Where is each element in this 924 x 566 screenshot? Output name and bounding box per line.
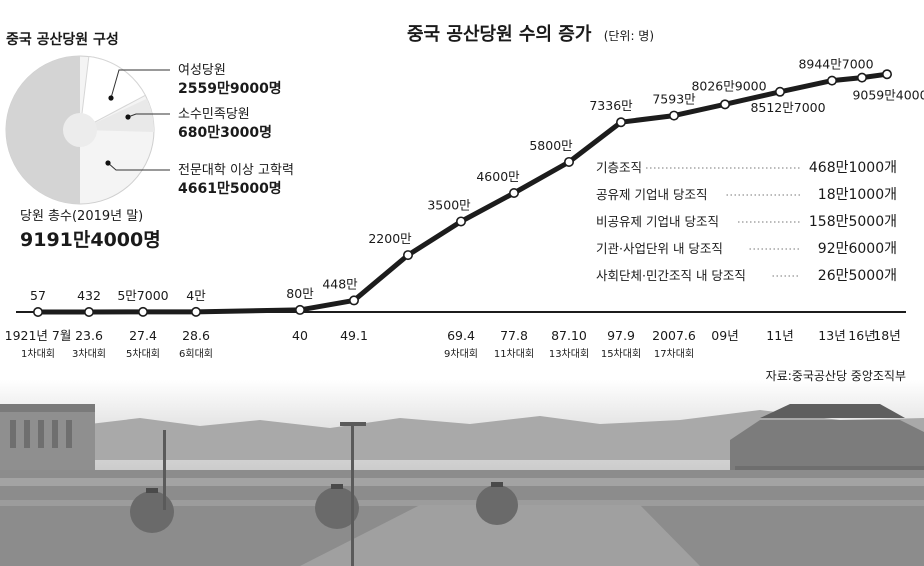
data-point [668,110,679,121]
chart-title: 중국 공산당원 수의 증가 (단위: 명) [407,24,654,45]
data-point [508,188,519,199]
data-label: 8944만7000 [798,57,873,72]
x-tick-label: 40 [292,328,308,343]
org-row-label: 기층조직 [596,160,642,175]
x-tick-label: 18년 [873,328,900,343]
segment-label-minority: 소수민족당원 [178,107,250,122]
data-label: 7336만 [589,98,633,113]
x-tick-label: 49.1 [340,328,368,343]
x-tick-sublabel: 11차대회 [494,348,534,360]
x-tick-sublabel: 17차대회 [654,348,694,360]
org-row-value: 26만5000개 [818,268,897,284]
x-tick-label: 09년 [711,328,738,343]
total-label: 당원 총수(2019년 말) [20,209,143,224]
data-label: 2200만 [368,231,412,246]
x-tick-label: 69.4 [447,328,475,343]
x-tick-label: 28.6 [182,328,210,343]
data-label: 3500만 [427,197,471,212]
x-tick-sublabel: 1차대회 [21,348,55,360]
chart-unit: (단위: 명) [604,29,654,43]
org-row-value: 92만6000개 [818,241,897,257]
chart-title-text: 중국 공산당원 수의 증가 [407,24,592,45]
data-point [563,156,574,167]
data-point [32,306,43,317]
x-tick-label: 11년 [766,328,793,343]
leader-dot-0 [108,95,114,101]
data-label: 80만 [286,286,314,301]
data-label: 4만 [186,288,206,303]
data-label: 9059만4000 [852,88,924,103]
leader-dot-2 [105,160,111,166]
org-row-value: 468만1000개 [809,160,897,176]
data-point [615,117,626,128]
x-tick-label: 77.8 [500,328,528,343]
org-row-label: 기관·사업단위 내 당조직 [596,241,723,256]
total-value: 9191만4000명 [20,229,161,251]
data-label: 7593만 [652,92,696,107]
x-tick-label: 2007.6 [652,328,696,343]
leader-line-1 [127,113,170,118]
data-point [881,69,892,80]
data-label: 5800만 [529,138,573,153]
org-row-label: 비공유제 기업내 당조직 [596,214,719,229]
segment-value-female: 2559만9000명 [178,80,282,97]
x-tick-label: 23.6 [75,328,103,343]
data-label: 432 [77,288,101,303]
x-tick-label: 27.4 [129,328,157,343]
data-label: 57 [30,288,46,303]
x-tick-label: 97.9 [607,328,635,343]
data-point [402,250,413,261]
data-label: 448만 [322,276,358,291]
x-tick-sublabel: 13차대회 [549,348,589,360]
membership-line-chart: 57 1921년 7월 1차대회 432 23.6 3차대회 5만7000 27.4 5차대회 4… [5,57,924,360]
org-row-label: 사회단체·민간조직 내 당조직 [596,268,746,283]
data-label: 5만7000 [117,288,168,303]
segment-value-educated: 4661만5000명 [178,180,282,197]
x-tick-label: 16년 [848,328,875,343]
x-tick-label: 13년 [818,328,845,343]
data-point [719,99,730,110]
composition-labels: 여성당원 2559만9000명 소수민족당원 680만3000명 전문대학 이상… [178,63,294,197]
data-point [856,72,867,83]
pie-hole [63,113,97,147]
x-tick-sublabel: 9차대회 [444,348,478,360]
x-tick-sublabel: 3차대회 [72,348,106,360]
data-point [455,216,466,227]
org-row-value: 18만1000개 [818,187,897,203]
data-label: 8026만9000 [691,78,766,93]
x-tick-sublabel: 6회대회 [179,348,213,360]
pie-slice-minority [80,98,154,132]
x-tick-label: 87.10 [551,328,587,343]
segment-label-female: 여성당원 [178,63,226,78]
data-point [348,295,359,306]
org-row-value: 158만5000개 [809,214,897,230]
data-point [294,304,305,315]
data-point [191,306,202,317]
org-row-label: 공유제 기업내 당조직 [596,187,707,202]
x-tick-sublabel: 5차대회 [126,348,160,360]
pie-slice-other [6,56,80,204]
data-point [138,306,149,317]
composition-pie [5,55,170,205]
background-photo [0,380,924,566]
x-tick-label: 1921년 7월 [5,328,72,343]
leader-line-0 [110,69,170,99]
leader-line-2 [107,162,170,171]
data-label: 4600만 [476,169,520,184]
data-point [826,75,837,86]
segment-label-educated: 전문대학 이상 고학력 [178,163,294,178]
segment-value-minority: 680만3000명 [178,124,272,141]
composition-title: 중국 공산당원 구성 [6,31,119,48]
data-point [84,306,95,317]
source-note: 자료:중국공산당 중앙조직부 [766,369,906,383]
x-tick-sublabel: 15차대회 [601,348,641,360]
leader-dot-1 [125,114,131,120]
data-point [774,86,785,97]
data-label: 8512만7000 [750,100,825,115]
